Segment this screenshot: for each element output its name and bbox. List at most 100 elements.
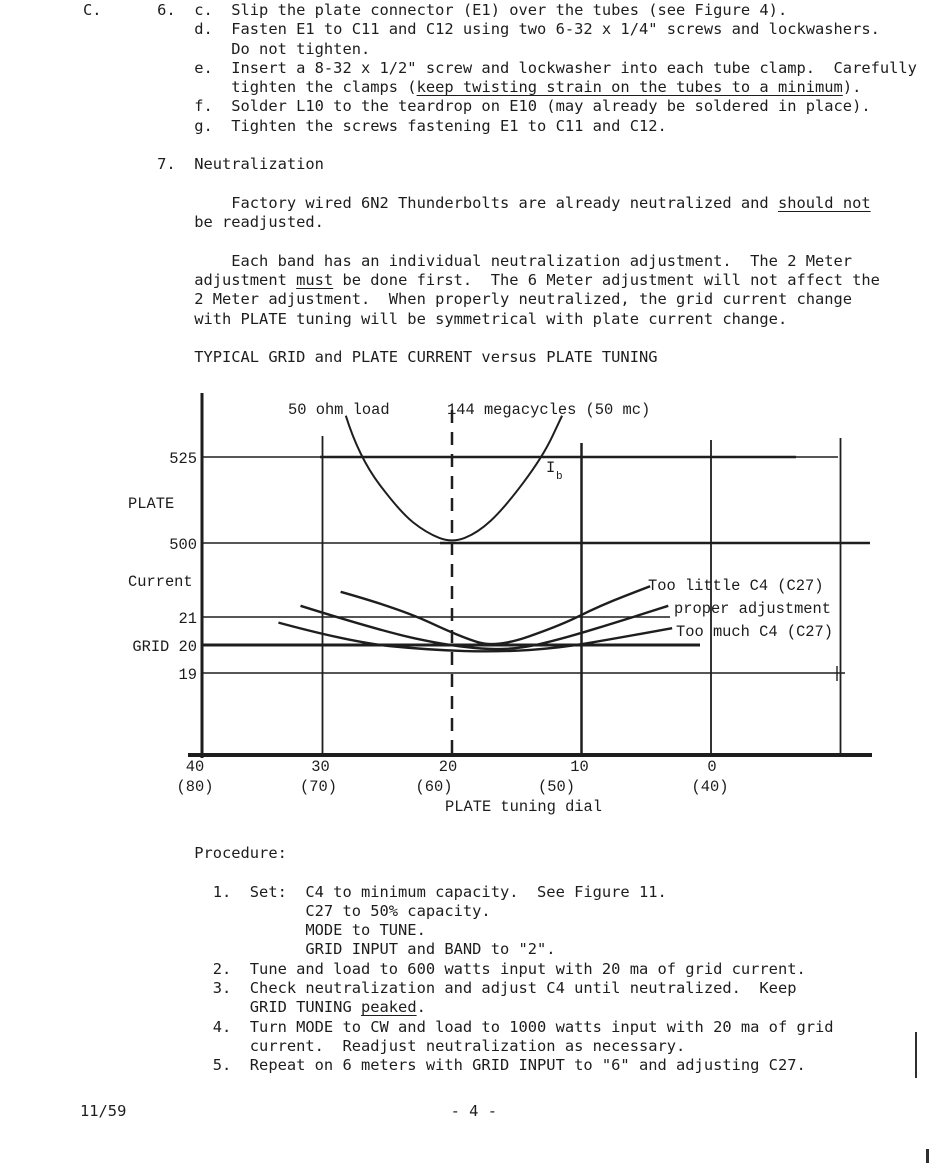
text-segment: adjustment — [83, 271, 297, 290]
text-segment: C. 6. c. Slip the plate connector (E1) o… — [83, 1, 788, 19]
underlined-text: peaked — [360, 998, 417, 1017]
text-line: be readjusted. — [83, 213, 917, 232]
grid-tick-label: 19 — [179, 666, 197, 684]
text-segment: ). — [842, 78, 862, 97]
text-segment: be done first. The 6 Meter adjustment wi… — [333, 271, 880, 290]
x-tick-label: 10 — [570, 758, 588, 776]
grid-current-curve — [278, 621, 673, 653]
text-segment: Factory wired 6N2 Thunderbolts are alrea… — [83, 193, 778, 212]
x-axis-caption: PLATE tuning dial — [445, 798, 602, 816]
text-segment: f. Solder L10 to the teardrop on E10 (ma… — [83, 97, 871, 116]
text-line: tighten the clamps (keep twisting strain… — [83, 78, 917, 97]
plate-current-symbol-subscript: b — [556, 471, 563, 483]
underlined-text: should not — [777, 193, 871, 212]
text-segment: 1. Set: C4 to minimum capacity. See Figu… — [83, 882, 667, 901]
text-segment: TYPICAL GRID and PLATE CURRENT versus PL… — [83, 348, 658, 367]
text-line: 2. Tune and load to 600 watts input with… — [83, 960, 834, 979]
text-line: g. Tighten the screws fastening E1 to C1… — [83, 117, 917, 136]
text-line: e. Insert a 8-32 x 1/2" screw and lockwa… — [83, 59, 917, 78]
text-line: Each band has an individual neutralizati… — [83, 252, 917, 271]
y-axis-title: Current — [128, 573, 193, 591]
text-line: C27 to 50% capacity. — [83, 902, 834, 921]
text-segment: e. Insert a 8-32 x 1/2" screw and lockwa… — [83, 58, 917, 77]
text-line: GRID INPUT and BAND to "2". — [83, 940, 834, 959]
scan-artifact-bottom-right — [926, 1149, 929, 1163]
footer: 11/59 - 4 - — [80, 1102, 497, 1121]
text-line: 5. Repeat on 6 meters with GRID INPUT to… — [83, 1056, 834, 1075]
text-segment: with PLATE tuning will be symmetrical wi… — [83, 309, 788, 328]
text-segment: current. Readjust neutralization as nece… — [83, 1036, 686, 1055]
text-line: 7. Neutralization — [83, 155, 917, 174]
grid-tick-label: 21 — [179, 610, 197, 628]
plate-tick-label: 525 — [169, 450, 197, 468]
text-line: C. 6. c. Slip the plate connector (E1) o… — [83, 1, 917, 20]
instructions-text: C. 6. c. Slip the plate connector (E1) o… — [83, 1, 917, 368]
grid-current-curve — [300, 604, 669, 651]
y-axis-title: PLATE — [128, 495, 174, 513]
text-line: adjustment must be done first. The 6 Met… — [83, 271, 917, 290]
text-line: GRID TUNING peaked. — [83, 998, 834, 1017]
text-segment: 11/59 - 4 - — [80, 1102, 497, 1120]
text-segment: d. Fasten E1 to C11 and C12 using two 6-… — [83, 20, 880, 39]
text-line: 4. Turn MODE to CW and load to 1000 watt… — [83, 1018, 834, 1037]
text-line: 1. Set: C4 to minimum capacity. See Figu… — [83, 883, 834, 902]
x-tick-label: 40 — [186, 758, 204, 776]
text-line: f. Solder L10 to the teardrop on E10 (ma… — [83, 97, 917, 116]
frequency-annotation: 144 megacycles (50 mc) — [447, 401, 650, 419]
curve-label: Too little C4 (C27) — [648, 577, 823, 595]
grid-current-curve — [340, 585, 651, 646]
x-tick-label: 30 — [311, 758, 329, 776]
text-line — [83, 863, 834, 882]
plate-current-symbol: I — [546, 459, 555, 477]
grid-tick-label: GRID 20 — [132, 638, 197, 656]
text-segment: g. Tighten the screws fastening E1 to C1… — [83, 116, 667, 135]
text-line: Procedure: — [83, 844, 834, 863]
text-line — [83, 175, 917, 194]
x-tick-sublabel: (50) — [538, 778, 575, 796]
text-segment: MODE to TUNE. — [83, 921, 426, 940]
text-line: Do not tighten. — [83, 40, 917, 59]
x-tick-sublabel: (80) — [177, 778, 214, 796]
text-segment: 2 Meter adjustment. When properly neutra… — [83, 290, 853, 309]
load-annotation: 50 ohm load — [288, 401, 390, 419]
text-segment: GRID INPUT and BAND to "2". — [83, 940, 556, 959]
text-segment: 4. Turn MODE to CW and load to 1000 watt… — [83, 1017, 834, 1036]
text-segment: Each band has an individual neutralizati… — [83, 251, 853, 270]
text-line: MODE to TUNE. — [83, 921, 834, 940]
text-segment: 2. Tune and load to 600 watts input with… — [83, 959, 806, 978]
text-segment: Do not tighten. — [83, 39, 371, 58]
underlined-text: must — [296, 271, 334, 290]
text-line: 2 Meter adjustment. When properly neutra… — [83, 290, 917, 309]
text-line — [83, 329, 917, 348]
text-segment: Procedure: — [83, 844, 287, 862]
text-line: 3. Check neutralization and adjust C4 un… — [83, 979, 834, 998]
underlined-text: keep twisting strain on the tubes to a m… — [416, 78, 843, 97]
text-line: with PLATE tuning will be symmetrical wi… — [83, 310, 917, 329]
text-line — [83, 136, 917, 155]
scan-artifact-right-edge — [915, 1032, 917, 1078]
text-line: Factory wired 6N2 Thunderbolts are alrea… — [83, 194, 917, 213]
text-segment: 7. Neutralization — [83, 155, 324, 174]
text-line: current. Readjust neutralization as nece… — [83, 1037, 834, 1056]
x-tick-sublabel: (60) — [416, 778, 453, 796]
text-segment: 3. Check neutralization and adjust C4 un… — [83, 979, 797, 998]
text-segment: . — [416, 998, 426, 1017]
text-segment: tighten the clamps ( — [83, 78, 417, 97]
x-tick-label: 0 — [707, 758, 716, 776]
grid-plate-current-chart: 525 500 21 GRID 20 19 PLATE Current 40 (80) 30 (70… — [128, 393, 872, 816]
text-line: 11/59 - 4 - — [80, 1102, 497, 1121]
curve-label: Too much C4 (C27) — [676, 623, 833, 641]
x-tick-sublabel: (40) — [692, 778, 729, 796]
x-tick-sublabel: (70) — [300, 778, 337, 796]
plate-current-curve — [344, 415, 563, 542]
text-segment: C27 to 50% capacity. — [83, 901, 491, 920]
plate-tick-label: 500 — [169, 536, 197, 554]
text-segment: be readjusted. — [83, 213, 324, 232]
curve-label: proper adjustment — [674, 600, 831, 618]
procedure-text: Procedure: 1. Set: C4 to minimum capacit… — [83, 844, 834, 1076]
text-line: TYPICAL GRID and PLATE CURRENT versus PL… — [83, 348, 917, 367]
text-line — [83, 233, 917, 252]
text-line: d. Fasten E1 to C11 and C12 using two 6-… — [83, 20, 917, 39]
x-tick-label: 20 — [439, 758, 457, 776]
